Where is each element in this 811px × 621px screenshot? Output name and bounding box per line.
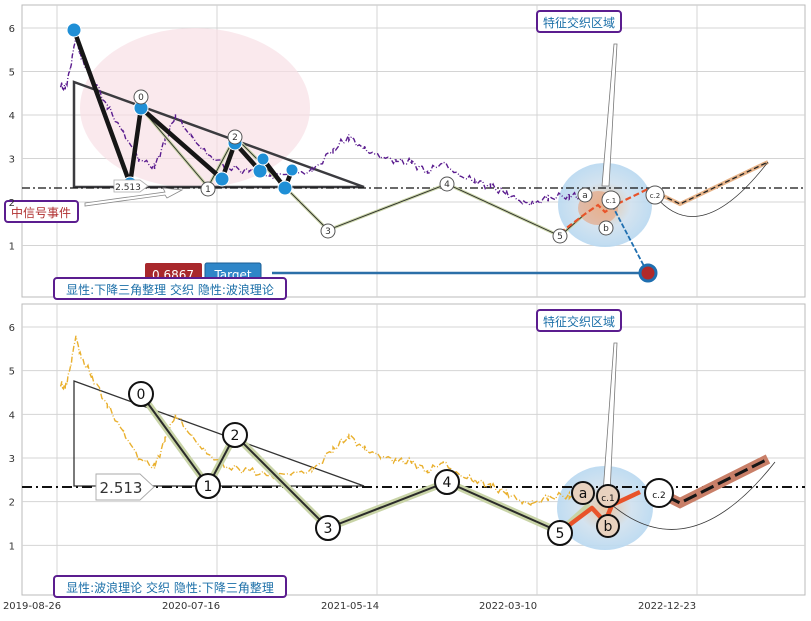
bottom-wave-labels: 0 1 2 3 4 5 a b c.1 c.2 xyxy=(128,381,674,546)
x-tick-label: 2022-03-10 xyxy=(479,601,537,612)
wave-label: c.2 xyxy=(650,192,661,200)
y-tick-label: 5 xyxy=(9,68,15,79)
wave-label-circle xyxy=(200,181,216,197)
wave-label-circle xyxy=(439,176,455,192)
axis-ticks: 1 2 3 4 5 6 1 2 3 4 5 6 2019-08-26 2020-07-16 2021-05-… xyxy=(3,24,696,612)
x-tick-label: 2021-05-14 xyxy=(321,601,379,612)
pivot-dot xyxy=(252,163,268,179)
wave-label: c.2 xyxy=(652,491,666,501)
panel-frame xyxy=(21,303,806,596)
wave-label-circle xyxy=(577,187,593,203)
y-tick-label: 2 xyxy=(9,498,15,509)
top-support-arrow xyxy=(113,179,149,193)
bottom-pattern-label: 显性:波浪理论 交织 隐性:下降三角整理 xyxy=(66,580,274,595)
y-tick-label: 2 xyxy=(9,198,15,209)
bottom-support-arrow xyxy=(95,473,155,501)
wave-label-circle xyxy=(645,185,665,205)
wave-label: 2 xyxy=(231,428,240,444)
pivot-dot xyxy=(214,171,230,187)
bottom-wave-line xyxy=(140,393,561,533)
wave-label-circle xyxy=(547,520,573,546)
top-support-label: 2.513 xyxy=(115,183,141,193)
wave-label-circle xyxy=(644,478,674,508)
y-tick-label: 3 xyxy=(9,454,15,465)
top-pattern-label-box xyxy=(53,277,287,300)
top-region-title-box xyxy=(536,10,622,33)
wave-label-circle xyxy=(315,515,341,541)
event-label: 中信号事件 xyxy=(11,205,71,220)
wave-label-circle xyxy=(195,473,221,499)
wave-label: a xyxy=(582,191,588,201)
wave-label: c.1 xyxy=(606,197,617,205)
wave-label: b xyxy=(603,224,609,234)
wave-label-circle xyxy=(227,129,243,145)
y-tick-label: 4 xyxy=(9,111,15,122)
top-target-line xyxy=(611,204,646,269)
y-tick-label: 3 xyxy=(9,155,15,166)
target-point xyxy=(638,263,658,283)
bottom-pattern-label-box xyxy=(53,575,287,598)
wave-label: 3 xyxy=(324,521,333,537)
y-tick-label: 5 xyxy=(9,367,15,378)
y-tick-label: 6 xyxy=(9,24,15,35)
event-label-box xyxy=(4,200,79,223)
top-projection-red xyxy=(559,187,651,234)
bottom-projection-curve xyxy=(611,461,776,530)
wave-label: 5 xyxy=(557,232,563,242)
top-region-arrow xyxy=(601,43,618,187)
pivot-dot xyxy=(277,180,293,196)
bottom-region-title-box xyxy=(536,309,622,332)
top-pattern-label: 显性:下降三角整理 交织 隐性:波浪理论 xyxy=(66,282,274,297)
pivot-dot xyxy=(256,152,270,166)
wave-label: 4 xyxy=(444,180,450,190)
event-arrow xyxy=(84,187,184,207)
pivot-dot xyxy=(66,22,82,38)
wave-label-circle xyxy=(552,228,568,244)
top-wave-labels: 0 1 2 3 4 5 a b c.1 c.2 xyxy=(133,89,665,244)
y-tick-label: 1 xyxy=(9,242,15,253)
wave-label: 0 xyxy=(137,387,146,403)
wave-label: a xyxy=(579,486,588,502)
top-projection-curve xyxy=(654,161,769,217)
wave-label-circle xyxy=(601,190,621,210)
bottom-region-title: 特征交织区域 xyxy=(543,314,615,329)
x-tick-label: 2022-12-23 xyxy=(638,601,696,612)
bottom-price-series xyxy=(59,335,586,507)
wave-label-circle xyxy=(571,481,595,505)
wave-label: c.1 xyxy=(601,494,615,504)
wave-label-circle xyxy=(222,422,248,448)
text-annotations: 特征交织区域 中信号事件 2.513 0.6867 Target 显性:下降三角… xyxy=(4,10,622,598)
y-tick-label: 4 xyxy=(9,410,15,421)
x-tick-label: 2020-07-16 xyxy=(162,601,220,612)
wave-label: 0 xyxy=(138,93,144,103)
wave-label-circle xyxy=(320,223,336,239)
y-tick-label: 1 xyxy=(9,541,15,552)
top-price-series xyxy=(59,36,586,207)
y-tick-label: 6 xyxy=(9,323,15,334)
wave-label: 5 xyxy=(556,526,565,542)
wave-label-circle xyxy=(596,514,620,538)
wave-label-circle xyxy=(128,381,154,407)
wave-label-circle xyxy=(596,484,620,508)
wave-label: 4 xyxy=(443,475,452,491)
top-region-title: 特征交织区域 xyxy=(543,15,615,30)
x-tick-label: 2019-08-26 xyxy=(3,601,61,612)
top-pink-highlight xyxy=(80,28,310,188)
wave-label: 1 xyxy=(204,479,213,495)
wave-label-circle xyxy=(434,469,460,495)
bottom-support-label: 2.513 xyxy=(100,479,143,497)
wave-label-circle xyxy=(133,89,149,105)
wave-label-circle xyxy=(598,220,614,236)
wave-label: 2 xyxy=(232,133,238,143)
wave-label: b xyxy=(604,519,613,535)
wave-label: 1 xyxy=(205,185,211,195)
pivot-dot xyxy=(285,163,299,177)
top-descending-triangle xyxy=(72,80,365,189)
wave-label: 3 xyxy=(325,227,331,237)
